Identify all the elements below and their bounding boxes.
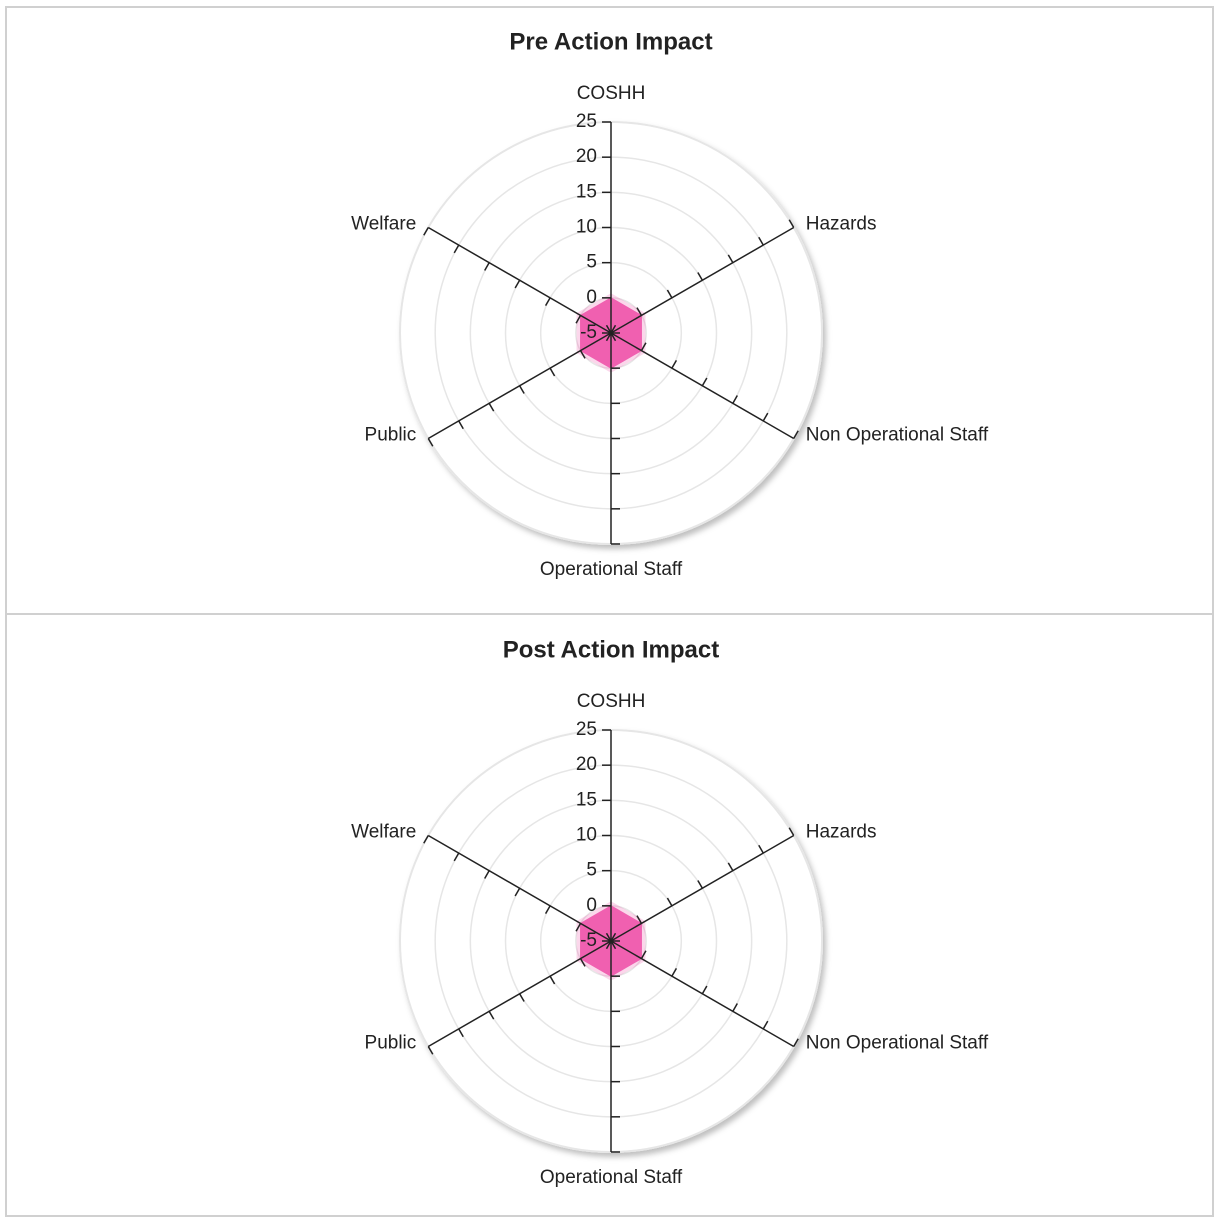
r-tick-label: -5 xyxy=(580,322,597,343)
axis-tick xyxy=(636,915,643,924)
axis-tick xyxy=(788,219,795,228)
axis-tick xyxy=(758,236,764,246)
axis-tick xyxy=(732,395,738,404)
axis-tick xyxy=(610,932,617,942)
axis-tick xyxy=(488,1010,495,1020)
axis-tick xyxy=(514,887,521,897)
r-tick-label: 0 xyxy=(586,895,597,916)
axis-tick xyxy=(423,835,429,844)
axis-tick xyxy=(605,932,612,942)
r-tick-label: 10 xyxy=(576,217,597,238)
category-label: Welfare xyxy=(351,822,416,843)
axis-tick xyxy=(453,244,460,254)
r-tick-label: -5 xyxy=(580,930,597,951)
axis-tick xyxy=(518,385,525,394)
axis-tick xyxy=(788,827,795,836)
axis-tick xyxy=(697,272,704,281)
r-tick-label: 25 xyxy=(576,719,597,740)
category-label: Operational Staff xyxy=(540,1167,683,1188)
axis-tick xyxy=(640,342,647,351)
axis-tick xyxy=(484,870,490,879)
axis-tick xyxy=(423,227,429,236)
r-tick-label: 20 xyxy=(576,754,597,775)
axis-tick xyxy=(671,967,678,977)
axis-tick xyxy=(701,377,708,387)
axis-tick xyxy=(549,367,556,377)
chart-title: Post Action Impact xyxy=(503,636,719,663)
axis-tick xyxy=(762,1020,769,1030)
category-label: Welfare xyxy=(351,214,416,235)
category-label: Non Operational Staff xyxy=(806,1033,989,1054)
axis-tick xyxy=(484,262,490,271)
category-label: Hazards xyxy=(806,214,877,235)
axis-tick xyxy=(732,1003,738,1012)
r-tick-label: 0 xyxy=(586,287,597,308)
axis-tick xyxy=(610,324,617,334)
axis-tick xyxy=(544,297,551,307)
axis-tick xyxy=(427,1046,434,1055)
axis-tick xyxy=(636,307,643,316)
axis-tick xyxy=(579,958,586,967)
axis-tick xyxy=(458,1028,464,1038)
axis-tick xyxy=(518,993,525,1002)
r-tick-label: 10 xyxy=(576,825,597,846)
axis-tick xyxy=(640,950,647,959)
axis-tick xyxy=(605,332,612,342)
category-label: Non Operational Staff xyxy=(806,425,989,446)
axis-tick xyxy=(605,940,612,950)
r-tick-label: 5 xyxy=(586,860,597,881)
axis-tick xyxy=(758,844,764,854)
axis-tick xyxy=(701,985,708,995)
axis-tick xyxy=(727,254,734,264)
category-label: COSHH xyxy=(577,691,646,712)
category-label: Public xyxy=(365,1033,417,1054)
axis-tick xyxy=(666,897,673,907)
axis-tick xyxy=(458,420,464,430)
axis-tick xyxy=(671,359,678,369)
axis-tick xyxy=(453,852,460,862)
axis-tick xyxy=(727,862,734,872)
r-tick-label: 25 xyxy=(576,111,597,132)
axis-tick xyxy=(605,324,612,334)
axis-tick xyxy=(488,402,495,412)
axis-tick xyxy=(549,975,556,985)
chart-title: Pre Action Impact xyxy=(509,28,712,55)
axis-tick xyxy=(514,279,521,289)
axis-tick xyxy=(610,940,617,950)
axis-tick xyxy=(666,289,673,299)
axis-tick xyxy=(579,350,586,359)
axis-tick xyxy=(793,430,799,439)
panel-border xyxy=(5,6,1214,1217)
axis-tick xyxy=(697,880,704,889)
axis-tick xyxy=(610,332,617,342)
axis-tick xyxy=(793,1038,799,1047)
r-tick-label: 15 xyxy=(576,789,597,810)
r-tick-label: 15 xyxy=(576,181,597,202)
axis-tick xyxy=(427,438,434,447)
category-label: COSHH xyxy=(577,83,646,104)
axis-tick xyxy=(575,315,582,324)
axis-tick xyxy=(544,905,551,915)
r-tick-label: 5 xyxy=(586,252,597,273)
axis-tick xyxy=(762,412,769,422)
category-label: Public xyxy=(365,425,417,446)
axis-tick xyxy=(575,923,582,932)
category-label: Hazards xyxy=(806,822,877,843)
category-label: Operational Staff xyxy=(540,559,683,580)
r-tick-label: 20 xyxy=(576,146,597,167)
